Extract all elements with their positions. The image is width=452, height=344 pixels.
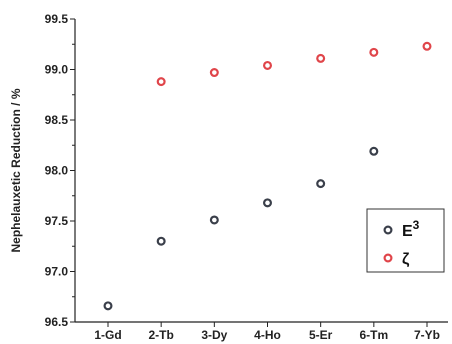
data-point-series-1 — [156, 236, 166, 246]
data-point-series-1 — [369, 146, 379, 156]
y-tick-label: 98.0 — [45, 164, 69, 178]
y-tick-label: 99.0 — [45, 63, 69, 77]
x-tick-label: 1-Gd — [94, 328, 121, 342]
legend-marker-series-2 — [383, 253, 393, 263]
legend: E3ζ — [366, 208, 445, 273]
y-tick-label: 96.5 — [45, 315, 69, 329]
data-point-series-1 — [209, 215, 219, 225]
data-point-series-2 — [209, 68, 219, 78]
data-point-series-2 — [156, 77, 166, 87]
data-point-series-2 — [369, 47, 379, 57]
x-tick-label: 2-Tb — [148, 328, 173, 342]
x-tick-label: 4-Ho — [254, 328, 281, 342]
y-tick-label: 99.5 — [45, 12, 69, 26]
y-axis-title: Nephelauxetic Reduction / % — [9, 88, 23, 252]
y-tick-label: 97.5 — [45, 214, 69, 228]
legend-marker-series-1 — [383, 225, 393, 235]
data-point-series-1 — [316, 179, 326, 189]
legend-label-series-2: ζ — [402, 251, 410, 268]
data-point-series-1 — [263, 198, 273, 208]
y-tick-label: 97.0 — [45, 265, 69, 279]
legend-label-superscript: 3 — [413, 218, 420, 232]
data-point-series-2 — [422, 41, 432, 51]
plot-area: 96.5 97.0 97.5 98.0 98.5 99.0 99.5 1-Gd 2-Tb 3-Dy… — [45, 12, 448, 342]
x-tick-label: 3-Dy — [201, 328, 227, 342]
data-point-series-2 — [316, 53, 326, 63]
data-point-series-2 — [263, 60, 273, 70]
data-point-series-1 — [103, 301, 113, 311]
x-tick-label: 5-Er — [309, 328, 333, 342]
x-tick-label: 6-Tm — [359, 328, 388, 342]
x-tick-label: 7-Yb — [414, 328, 440, 342]
y-tick-label: 98.5 — [45, 113, 69, 127]
legend-box — [366, 208, 445, 273]
